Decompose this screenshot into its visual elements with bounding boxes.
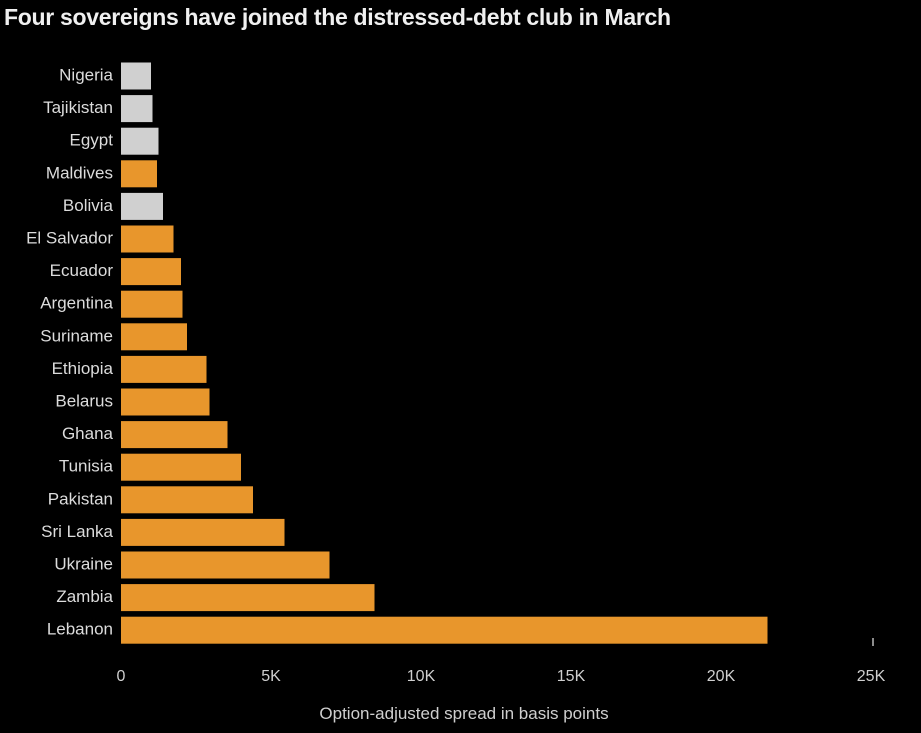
bar-maldives — [121, 160, 157, 188]
category-label: Lebanon — [47, 620, 113, 639]
bar-argentina — [121, 290, 183, 318]
bar-nigeria — [121, 62, 151, 90]
bar-zambia — [121, 584, 375, 612]
bar-el-salvador — [121, 225, 174, 253]
category-label: Maldives — [46, 163, 113, 182]
bar-egypt — [121, 127, 159, 155]
category-label: Sri Lanka — [41, 522, 113, 541]
category-label: Tajikistan — [43, 98, 113, 117]
category-label: Tunisia — [59, 457, 114, 476]
x-tick-label: 5K — [261, 668, 281, 685]
x-tick-label: 10K — [407, 668, 436, 685]
bar-ecuador — [121, 258, 181, 286]
bar-tunisia — [121, 453, 241, 481]
bar-belarus — [121, 388, 210, 416]
category-label: Argentina — [40, 294, 113, 313]
category-label: El Salvador — [26, 228, 113, 247]
bar-ghana — [121, 421, 228, 449]
x-tick-label: 25K — [857, 668, 886, 685]
bar-ethiopia — [121, 355, 207, 383]
category-label: Ukraine — [54, 554, 113, 573]
category-label: Nigeria — [59, 65, 113, 84]
category-label: Pakistan — [48, 489, 113, 508]
bar-ukraine — [121, 551, 330, 579]
category-label: Ecuador — [50, 261, 114, 280]
bar-tajikistan — [121, 95, 153, 123]
x-tick-label: 15K — [557, 668, 586, 685]
category-label: Suriname — [40, 326, 113, 345]
x-axis-label: Option-adjusted spread in basis points — [319, 704, 608, 723]
bar-lebanon — [121, 616, 768, 644]
bar-bolivia — [121, 192, 163, 220]
bar-suriname — [121, 323, 187, 351]
category-label: Bolivia — [63, 196, 114, 215]
x-tick-label: 0 — [117, 668, 126, 685]
category-label: Egypt — [70, 131, 114, 150]
bar-sri-lanka — [121, 518, 285, 546]
category-label: Belarus — [55, 391, 113, 410]
bar-pakistan — [121, 486, 253, 514]
category-label: Ghana — [62, 424, 114, 443]
x-tick-label: 20K — [707, 668, 736, 685]
category-label: Zambia — [56, 587, 113, 606]
category-label: Ethiopia — [52, 359, 114, 378]
chart-title: Four sovereigns have joined the distress… — [4, 4, 671, 30]
